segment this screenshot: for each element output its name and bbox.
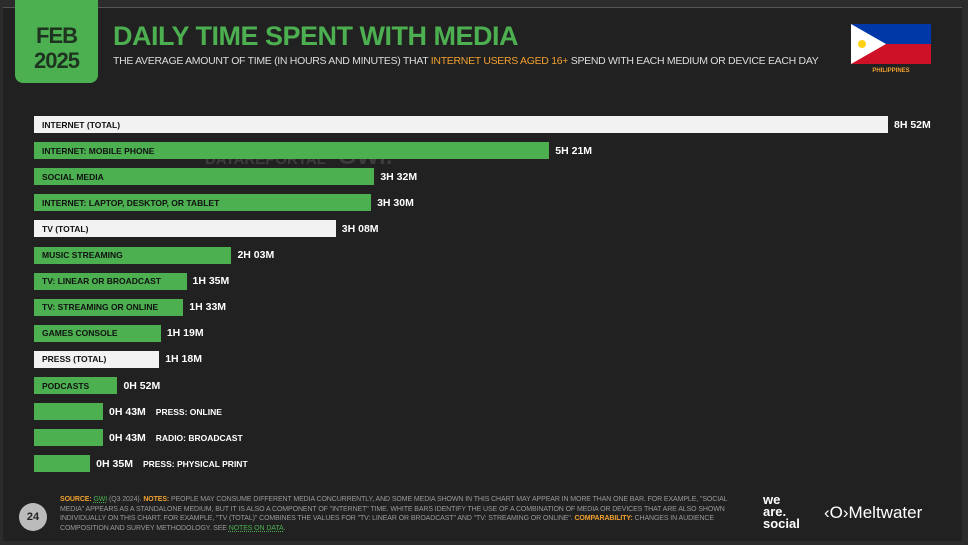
bar-row: TV: LINEAR OR BROADCAST 1H 35M — [34, 272, 230, 290]
value-label: 3H 32M — [380, 170, 418, 183]
bar-row: PODCASTS 0H 52M — [34, 377, 160, 394]
bar — [34, 455, 91, 473]
year: 2025 — [34, 48, 80, 73]
bar-label: RADIO: BROADCAST — [155, 432, 243, 443]
date-badge: FEB 2025 — [15, 0, 98, 83]
value-label: 1H 19M — [166, 327, 204, 340]
month: FEB — [36, 23, 78, 48]
comparability-text: CHANGES IN AUDIENCE COMPOSITION AND SURV… — [60, 515, 714, 532]
value-label: 2H 03M — [237, 249, 275, 261]
bar-label: PRESS: PHYSICAL PRINT — [142, 458, 248, 469]
subtitle-text-end: SPEND WITH EACH MEDIUM OR DEVICE EACH DA… — [568, 55, 819, 67]
notes-on-data-link[interactable]: NOTES ON DATA — [228, 524, 284, 532]
bar — [34, 429, 104, 447]
bar: INTERNET: MOBILE PHONE — [34, 142, 550, 160]
bar-label: INTERNET (TOTAL) — [42, 119, 121, 130]
bar-row: GAMES CONSOLE 1H 19M — [34, 324, 204, 342]
bar: TV: LINEAR OR BROADCAST — [34, 272, 187, 290]
bar-label: PRESS (TOTAL) — [42, 354, 107, 365]
notes-label: NOTES: — [143, 496, 170, 503]
subtitle: THE AVERAGE AMOUNT OF TIME (IN HOURS AND… — [113, 55, 819, 67]
source-label: SOURCE: — [60, 496, 92, 503]
bar — [34, 403, 104, 421]
bar-row: 0H 43M PRESS: ONLINE — [34, 403, 222, 421]
bar: INTERNET: LAPTOP, DESKTOP, OR TABLET — [34, 194, 372, 212]
bar-label: GAMES CONSOLE — [42, 328, 118, 339]
value-label: 0H 52M — [123, 379, 161, 392]
bar-label: INTERNET: LAPTOP, DESKTOP, OR TABLET — [42, 197, 220, 208]
value-label: 5H 21M — [555, 144, 593, 157]
bar-label: TV (TOTAL) — [42, 223, 89, 234]
bar-label: TV: LINEAR OR BROADCAST — [42, 276, 161, 287]
page-number: 24 — [19, 503, 47, 531]
country-label: PHILIPPINES — [872, 68, 910, 74]
source-link[interactable]: GWI — [93, 496, 108, 503]
bar: TV: STREAMING OR ONLINE — [34, 298, 184, 316]
bar-label: MUSIC STREAMING — [42, 250, 123, 260]
footnotes: SOURCE: GWI (Q3 2024). NOTES: PEOPLE MAY… — [60, 495, 740, 533]
bar: INTERNET (TOTAL) — [34, 116, 888, 133]
bar-label: PRESS: ONLINE — [155, 406, 222, 417]
bar-label: TV: STREAMING OR ONLINE — [42, 302, 159, 313]
bar-label: INTERNET: MOBILE PHONE — [42, 145, 155, 156]
value-label: 1H 18M — [165, 353, 202, 366]
bar-label: PODCASTS — [42, 380, 90, 391]
bar: PRESS (TOTAL) — [34, 350, 160, 368]
bar-label: SOCIAL MEDIA — [42, 171, 104, 182]
subtitle-text: THE AVERAGE AMOUNT OF TIME (IN HOURS AND… — [113, 55, 431, 67]
notes-end: . — [283, 524, 286, 532]
value-label: 0H 43M — [109, 431, 146, 444]
page-title: DAILY TIME SPENT WITH MEDIA — [113, 21, 519, 51]
subtitle-highlight: INTERNET USERS AGED 16+ — [430, 55, 569, 67]
bar: SOCIAL MEDIA — [34, 168, 375, 186]
bar: PODCASTS — [34, 377, 118, 394]
source-detail: (Q3 2024). — [107, 496, 144, 503]
value-label: 1H 35M — [192, 275, 230, 288]
bar-row: INTERNET: MOBILE PHONE 5H 21M — [34, 142, 593, 160]
notes-text: PEOPLE MAY CONSUME DIFFERENT MEDIA CONCU… — [60, 496, 728, 522]
bar: GAMES CONSOLE — [34, 324, 161, 342]
we-are-social-logo: we are. social — [763, 492, 800, 531]
meltwater-logo: ‹O›Meltwater — [824, 503, 923, 522]
value-label: 8H 52M — [894, 118, 931, 131]
bar-row: MUSIC STREAMING 2H 03M — [34, 246, 275, 264]
bar-row: SOCIAL MEDIA 3H 32M — [34, 168, 418, 186]
bar-row: 0H 35M PRESS: PHYSICAL PRINT — [34, 455, 248, 473]
value-label: 3H 08M — [341, 222, 379, 235]
bar-row: INTERNET: LAPTOP, DESKTOP, OR TABLET 3H 3… — [34, 194, 414, 212]
bar-row: PRESS (TOTAL) 1H 18M — [34, 350, 202, 368]
bar-row: INTERNET (TOTAL) 8H 52M — [34, 116, 931, 133]
comparability-label: COMPARABILITY: — [574, 515, 633, 522]
value-label: 3H 30M — [377, 196, 414, 209]
bar: MUSIC STREAMING — [34, 246, 232, 264]
philippines-flag-icon — [851, 24, 931, 64]
value-label: 1H 33M — [189, 301, 227, 314]
bar: TV (TOTAL) — [34, 220, 336, 238]
bar-row: 0H 43M RADIO: BROADCAST — [34, 429, 243, 447]
meltwater-text: Meltwater — [848, 503, 923, 522]
bar-row: TV (TOTAL) 3H 08M — [34, 220, 379, 238]
value-label: 0H 35M — [96, 457, 133, 470]
bar-row: TV: STREAMING OR ONLINE 1H 33M — [34, 298, 227, 316]
value-label: 0H 43M — [109, 405, 146, 418]
